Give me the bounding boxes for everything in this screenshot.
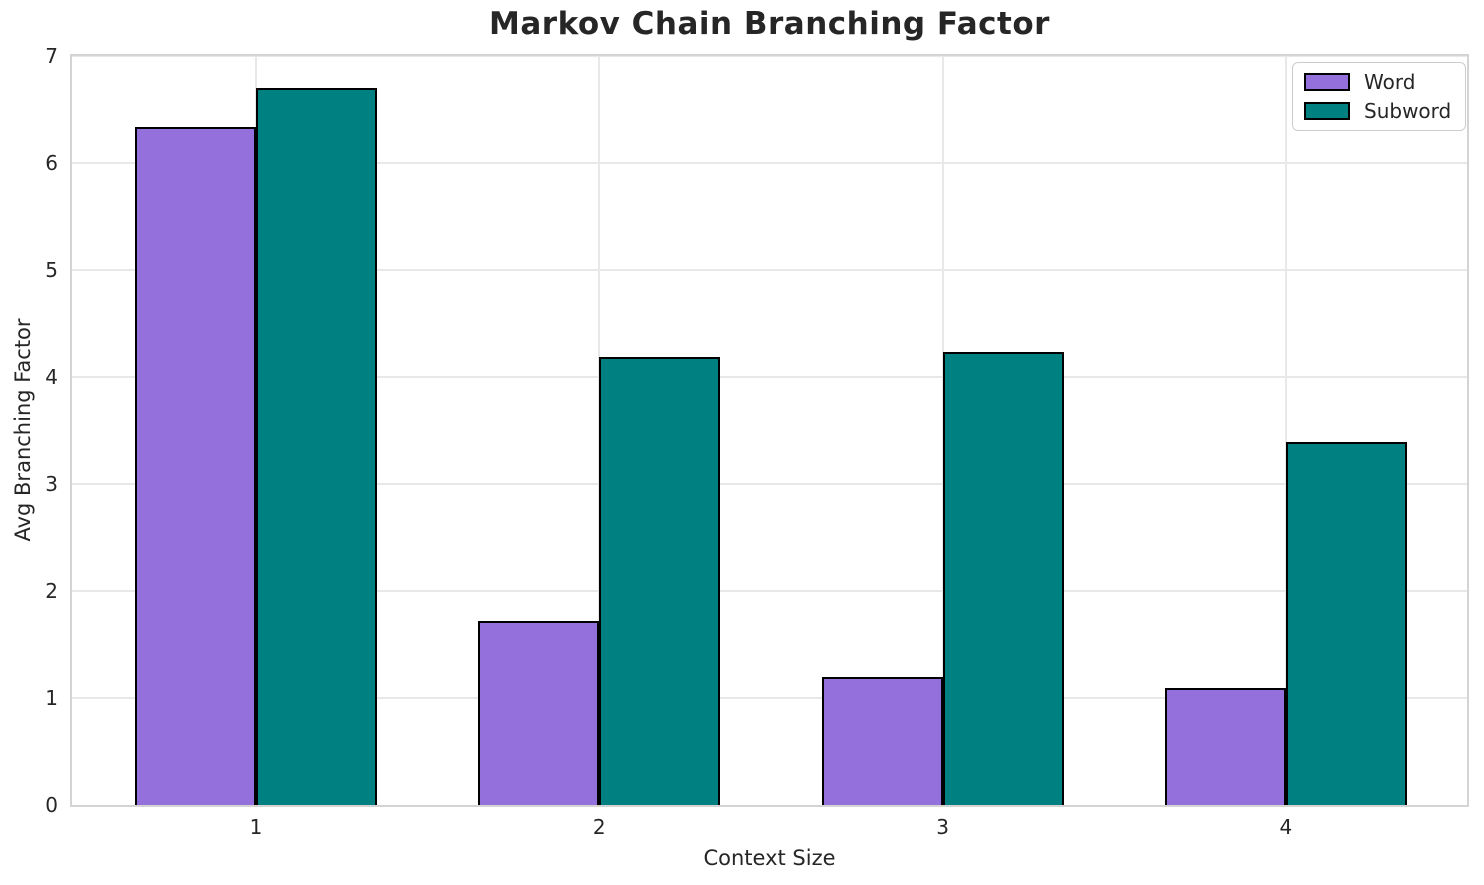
y-tick-label-5: 5 bbox=[45, 258, 58, 282]
gridline-y-2 bbox=[72, 590, 1467, 592]
chart-title: Markov Chain Branching Factor bbox=[489, 6, 1050, 42]
x-tick-label-2: 2 bbox=[592, 815, 606, 839]
gridline-y-5 bbox=[72, 269, 1467, 271]
x-tick-label-4: 4 bbox=[1279, 815, 1293, 839]
gridline-x-4 bbox=[1284, 56, 1287, 805]
gridline-y-1 bbox=[72, 697, 1467, 699]
plot-area bbox=[70, 54, 1469, 807]
gridline-y-6 bbox=[72, 162, 1467, 164]
bar-subword-context-1 bbox=[256, 88, 377, 805]
y-axis-label: Avg Branching Factor bbox=[11, 318, 35, 542]
x-axis-label: Context Size bbox=[703, 846, 836, 870]
plot-canvas bbox=[72, 56, 1467, 805]
bar-word-context-4 bbox=[1164, 688, 1286, 805]
bar-word-context-2 bbox=[478, 621, 600, 805]
legend-label-subword: Subword bbox=[1364, 99, 1452, 123]
bar-word-context-1 bbox=[135, 127, 256, 805]
bar-subword-context-2 bbox=[599, 357, 721, 805]
gridline-y-4 bbox=[72, 376, 1467, 378]
bar-subword-context-4 bbox=[1285, 442, 1407, 805]
y-tick-label-6: 6 bbox=[45, 151, 58, 175]
y-tick-label-0: 0 bbox=[45, 793, 58, 817]
y-tick-label-7: 7 bbox=[45, 44, 58, 68]
x-tick-label-3: 3 bbox=[936, 815, 949, 839]
bar-word-context-3 bbox=[821, 677, 943, 805]
y-tick-label-3: 3 bbox=[45, 472, 58, 496]
word-color-swatch bbox=[1304, 73, 1350, 91]
bar-subword-context-3 bbox=[942, 352, 1064, 805]
x-tick-label-1: 1 bbox=[249, 815, 263, 839]
legend: Word Subword bbox=[1292, 62, 1467, 131]
y-tick-label-1: 1 bbox=[45, 686, 58, 710]
subword-color-swatch bbox=[1304, 102, 1350, 120]
legend-item-word: Word bbox=[1304, 72, 1451, 92]
legend-label-word: Word bbox=[1364, 70, 1416, 94]
y-tick-label-2: 2 bbox=[45, 579, 58, 603]
gridline-y-7 bbox=[72, 56, 1467, 57]
y-tick-label-4: 4 bbox=[45, 365, 58, 389]
legend-item-subword: Subword bbox=[1304, 101, 1451, 121]
gridline-y-3 bbox=[72, 483, 1467, 485]
